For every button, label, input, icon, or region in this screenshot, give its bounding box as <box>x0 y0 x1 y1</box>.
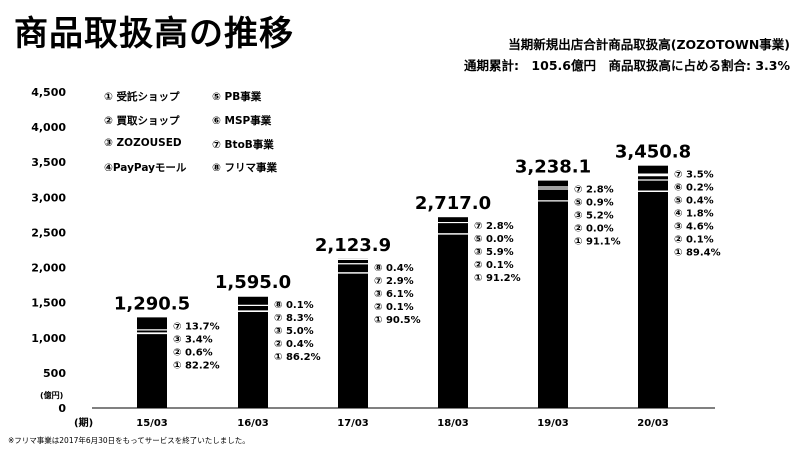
bar-total-label: 3,450.8 <box>615 142 691 163</box>
segment-share-label: ① 91.1% <box>574 237 621 248</box>
segment-share-label: ⑦ 3.5% <box>674 170 714 181</box>
bar-total-label: 1,595.0 <box>215 272 291 293</box>
segment-share-label: ⑧ 0.1% <box>274 300 314 311</box>
new-store-summary-heading: 当期新規出店合計商品取扱高(ZOZOTOWN事業) <box>508 37 790 52</box>
y-tick-label: 500 <box>43 367 66 380</box>
x-tick-label: 19/03 <box>537 418 569 429</box>
segment-share-label: ② 0.1% <box>474 260 514 271</box>
y-tick-label: 3,000 <box>31 191 66 204</box>
footnote: ※フリマ事業は2017年6月30日をもってサービスを終了いたしました。 <box>8 436 250 445</box>
segment-share-label: ① 89.4% <box>674 248 721 259</box>
y-tick-label: 2,500 <box>31 226 66 239</box>
legend-item-purchase: ② 買取ショップ <box>104 115 180 127</box>
bar <box>238 295 268 408</box>
segment-share-label: ③ 4.6% <box>674 222 714 233</box>
legend-item-paypay-mall: ④PayPayモール <box>104 162 187 174</box>
bar-total-label: 3,238.1 <box>515 157 591 178</box>
x-tick-label: 18/03 <box>437 418 469 429</box>
bar-total-label: 2,717.0 <box>415 193 491 214</box>
segment-share-label: ① 86.2% <box>274 352 321 363</box>
segment-share-label: ① 90.5% <box>374 315 421 326</box>
y-tick-label: 4,000 <box>31 121 66 134</box>
segment-share-label: ④ 1.8% <box>674 209 714 220</box>
y-axis-unit: (億円) <box>40 390 63 400</box>
bar-total-label: 1,290.5 <box>114 293 190 314</box>
legend-item-msp: ⑥ MSP事業 <box>212 115 272 127</box>
segment-share-label: ③ 3.4% <box>173 334 213 345</box>
segment-share-label: ⑤ 0.4% <box>674 196 714 207</box>
bar <box>338 258 368 408</box>
x-axis-unit: (期) <box>74 416 93 429</box>
bar <box>438 217 468 408</box>
legend-item-zozoused: ③ ZOZOUSED <box>104 137 182 149</box>
legend-item-pb: ⑤ PB事業 <box>212 91 262 103</box>
x-tick-label: 15/03 <box>136 418 168 429</box>
y-tick-label: 4,500 <box>31 86 66 99</box>
y-tick-label: 1,500 <box>31 297 66 310</box>
segment-share-label: ② 0.1% <box>674 235 714 246</box>
segment-share-label: ③ 6.1% <box>374 289 414 300</box>
x-tick-label: 17/03 <box>337 418 369 429</box>
bar <box>638 165 668 408</box>
segment-share-label: ⑦ 8.3% <box>274 313 314 324</box>
y-tick-label: 3,500 <box>31 156 66 169</box>
x-tick-label: 16/03 <box>237 418 269 429</box>
segment-share-label: ② 0.1% <box>374 302 414 313</box>
segment-share-label: ① 82.2% <box>173 360 220 371</box>
segment-share-label: ⑦ 2.8% <box>474 221 514 232</box>
y-tick-label: 2,000 <box>31 262 66 275</box>
segment-share-label: ③ 5.2% <box>574 211 614 222</box>
y-tick-label: 0 <box>58 402 66 415</box>
segment-share-label: ⑦ 2.9% <box>374 276 414 287</box>
segment-share-label: ② 0.6% <box>173 347 213 358</box>
legend-item-flea-market: ⑧ フリマ事業 <box>212 162 278 174</box>
segment-share-label: ① 91.2% <box>474 273 521 284</box>
segment-share-label: ⑧ 0.4% <box>374 263 414 274</box>
new-store-summary-values: 通期累計: 105.6億円 商品取扱高に占める割合: 3.3% <box>463 58 790 73</box>
segment-share-label: ⑥ 0.2% <box>674 183 714 194</box>
bar-total-label: 2,123.9 <box>315 235 391 256</box>
segment-share-label: ③ 5.9% <box>474 247 514 258</box>
segment-share-label: ② 0.0% <box>574 224 614 235</box>
legend-item-consignment: ① 受託ショップ <box>104 91 180 103</box>
legend-item-btob: ⑦ BtoB事業 <box>212 139 274 151</box>
segment-share-label: ⑤ 0.0% <box>474 234 514 245</box>
page-title: 商品取扱高の推移 <box>14 14 294 54</box>
segment-share-label: ② 0.4% <box>274 339 314 350</box>
bar <box>538 180 568 408</box>
segment-share-label: ⑦ 13.7% <box>173 321 220 332</box>
segment-share-label: ③ 5.0% <box>274 326 314 337</box>
segment-share-label: ⑤ 0.9% <box>574 198 614 209</box>
x-tick-label: 20/03 <box>637 418 669 429</box>
bar <box>137 317 167 408</box>
segment-share-label: ⑦ 2.8% <box>574 185 614 196</box>
y-tick-label: 1,000 <box>31 332 66 345</box>
